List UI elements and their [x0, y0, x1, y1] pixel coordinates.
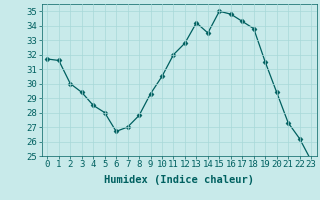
- X-axis label: Humidex (Indice chaleur): Humidex (Indice chaleur): [104, 175, 254, 185]
